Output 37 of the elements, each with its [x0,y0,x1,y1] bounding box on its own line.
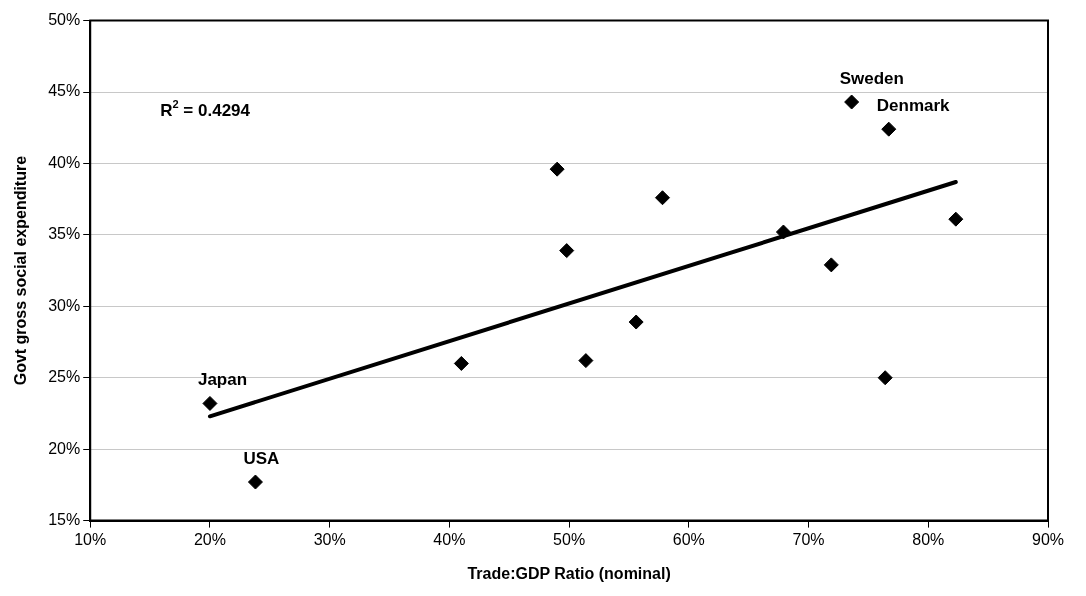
point [202,395,218,411]
point [655,190,670,206]
x-tick-label: 30% [313,530,346,548]
y-axis-title: Govt gross social expenditure [12,155,30,386]
x-axis-title: Trade:GDP Ratio (nominal) [467,564,671,582]
x-tick-label: 40% [433,530,466,548]
x-tick-label: 10% [74,530,107,548]
x-tick-label: 20% [193,530,226,548]
x-tick-label: 90% [1031,530,1065,548]
y-tick-label: 35% [48,225,81,243]
x-tick-label: 50% [553,530,586,548]
annotation: Japan [197,370,248,390]
point [844,94,860,110]
x-tick-label: 60% [672,530,705,548]
point [881,121,897,137]
y-tick-label: 30% [48,296,81,314]
x-tick-label: 80% [912,530,945,548]
y-tick-label: 25% [48,368,81,386]
y-tick-label: 15% [48,511,81,529]
y-tick-label: 40% [48,153,81,171]
annotation: Sweden [839,69,904,89]
point [775,224,791,240]
point [578,353,594,369]
point [823,257,839,273]
annotation: Denmark [876,96,951,116]
point [559,243,575,259]
point [628,314,644,330]
point [877,370,893,386]
point [948,211,964,227]
annotation: USA [243,449,280,469]
point [549,161,565,177]
y-tick-label: 20% [48,439,81,457]
point [453,355,469,371]
point [247,474,263,490]
y-tick-label: 50% [48,11,81,29]
y-tick-label: 45% [48,82,81,100]
x-tick-label: 70% [792,530,825,548]
